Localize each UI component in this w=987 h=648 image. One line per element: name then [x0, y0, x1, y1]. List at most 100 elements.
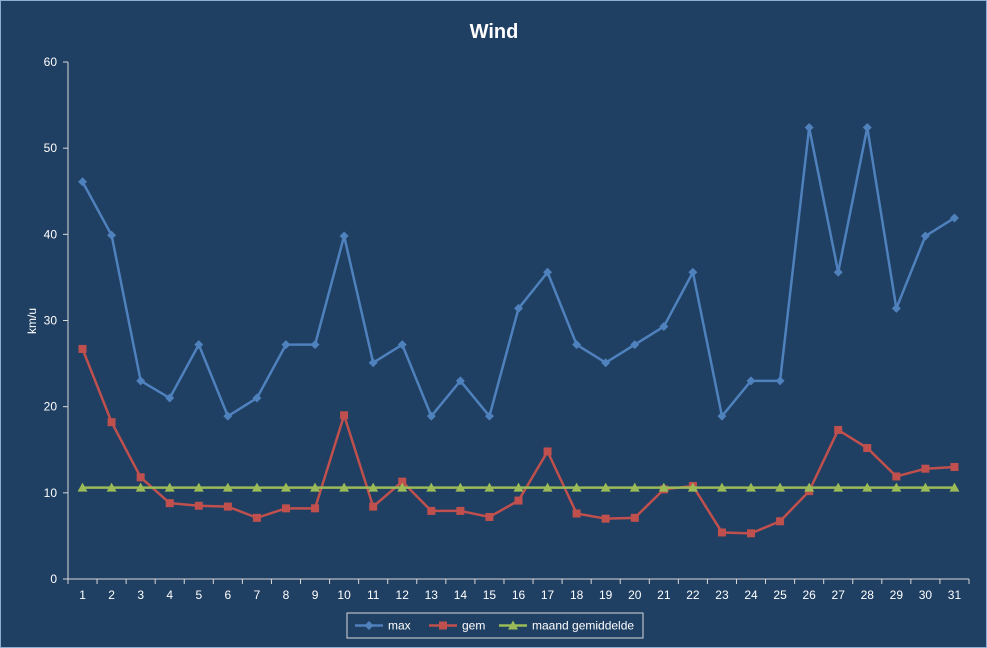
data-point-gem	[165, 499, 174, 508]
x-tick-label: 12	[396, 588, 410, 602]
data-point-max	[601, 358, 611, 368]
legend-label-max: max	[388, 619, 411, 633]
data-point-max	[543, 267, 553, 277]
data-point-max	[281, 340, 291, 350]
x-tick-label: 27	[832, 588, 846, 602]
legend-marker-gem	[439, 621, 447, 630]
x-tick-label: 4	[166, 588, 173, 602]
data-point-maand-gemiddelde	[135, 482, 146, 492]
data-point-max	[194, 340, 204, 350]
x-tick-label: 11	[367, 588, 380, 602]
series-max	[78, 122, 959, 421]
data-point-gem	[514, 496, 523, 505]
y-tick-label: 60	[44, 55, 58, 69]
data-point-maand-gemiddelde	[513, 482, 524, 492]
data-point-gem	[427, 506, 436, 515]
data-point-max	[107, 230, 117, 240]
data-point-max	[572, 340, 582, 350]
x-tick-label: 1	[79, 588, 86, 602]
data-point-gem	[921, 464, 930, 473]
data-point-maand-gemiddelde	[106, 482, 117, 492]
x-tick-label: 10	[337, 588, 351, 602]
x-tick-label: 24	[744, 588, 758, 602]
data-point-gem	[311, 504, 320, 513]
data-point-gem	[485, 512, 494, 521]
x-tick-label: 6	[225, 588, 232, 602]
data-point-maand-gemiddelde	[368, 482, 379, 492]
y-axis-ticks: 0 10 20 30 40 50 60	[44, 55, 68, 586]
x-tick-label: 16	[512, 588, 526, 602]
data-point-max	[339, 231, 349, 241]
data-point-gem	[776, 517, 785, 526]
data-point-gem	[136, 473, 145, 482]
data-point-max	[223, 411, 233, 421]
data-point-maand-gemiddelde	[280, 482, 291, 492]
data-point-gem	[223, 502, 232, 511]
legend-label-maand-gemiddelde: maand gemiddelde	[532, 619, 634, 633]
data-point-max	[514, 303, 523, 313]
data-point-maand-gemiddelde	[484, 482, 495, 492]
data-point-max	[949, 213, 959, 223]
data-point-gem	[281, 504, 290, 513]
data-point-maand-gemiddelde	[629, 482, 640, 492]
data-point-gem	[252, 513, 261, 522]
data-point-max	[804, 122, 814, 132]
data-point-max	[426, 411, 436, 421]
data-point-maand-gemiddelde	[920, 482, 931, 492]
x-tick-label: 13	[425, 588, 439, 602]
x-tick-label: 15	[483, 588, 497, 602]
x-tick-label: 3	[137, 588, 144, 602]
x-tick-label: 28	[861, 588, 875, 602]
x-tick-label: 2	[108, 588, 115, 602]
x-tick-label: 17	[541, 588, 555, 602]
data-point-max	[165, 393, 175, 403]
legend-label-gem: gem	[462, 619, 485, 633]
data-point-max	[136, 376, 146, 386]
y-tick-label: 20	[44, 400, 58, 414]
data-point-max	[920, 231, 930, 241]
data-point-gem	[456, 506, 465, 515]
data-point-max	[484, 411, 494, 421]
x-tick-label: 29	[890, 588, 904, 602]
data-point-gem	[630, 513, 639, 522]
data-point-max	[775, 376, 785, 386]
axes	[67, 62, 969, 580]
data-point-maand-gemiddelde	[891, 482, 902, 492]
data-point-maand-gemiddelde	[949, 482, 960, 492]
data-point-maand-gemiddelde	[339, 482, 350, 492]
data-point-maand-gemiddelde	[716, 482, 727, 492]
data-point-gem	[572, 509, 581, 518]
data-point-gem	[892, 472, 901, 481]
data-point-maand-gemiddelde	[804, 482, 815, 492]
data-point-maand-gemiddelde	[222, 482, 233, 492]
data-point-maand-gemiddelde	[687, 482, 698, 492]
data-point-maand-gemiddelde	[746, 482, 757, 492]
data-point-gem	[834, 425, 843, 434]
data-point-gem	[78, 344, 87, 353]
data-point-maand-gemiddelde	[426, 482, 437, 492]
data-point-max	[746, 376, 756, 386]
y-tick-label: 30	[44, 314, 58, 328]
y-tick-label: 10	[44, 486, 58, 500]
data-point-maand-gemiddelde	[193, 482, 204, 492]
data-point-gem	[107, 418, 116, 427]
data-point-maand-gemiddelde	[251, 482, 262, 492]
x-tick-label: 21	[657, 588, 671, 602]
x-tick-label: 31	[948, 588, 962, 602]
y-tick-label: 0	[50, 572, 57, 586]
x-tick-label: 5	[195, 588, 202, 602]
data-point-gem	[340, 411, 349, 420]
data-point-gem	[398, 477, 407, 486]
data-point-maand-gemiddelde	[600, 482, 611, 492]
x-tick-label: 18	[570, 588, 584, 602]
data-point-max	[455, 376, 465, 386]
y-tick-label: 40	[44, 227, 58, 241]
data-point-max	[688, 267, 698, 277]
data-point-maand-gemiddelde	[775, 482, 786, 492]
x-tick-label: 7	[254, 588, 261, 602]
data-point-maand-gemiddelde	[164, 482, 175, 492]
x-axis-ticks: 1 2 3 4 5 6 7 8 9 10 11 12 13 14 15 16 17 18 19 20 21 22 23 24 2…	[67, 579, 970, 602]
legend-marker-maand-gemiddelde	[508, 620, 518, 630]
legend-box	[346, 612, 644, 639]
